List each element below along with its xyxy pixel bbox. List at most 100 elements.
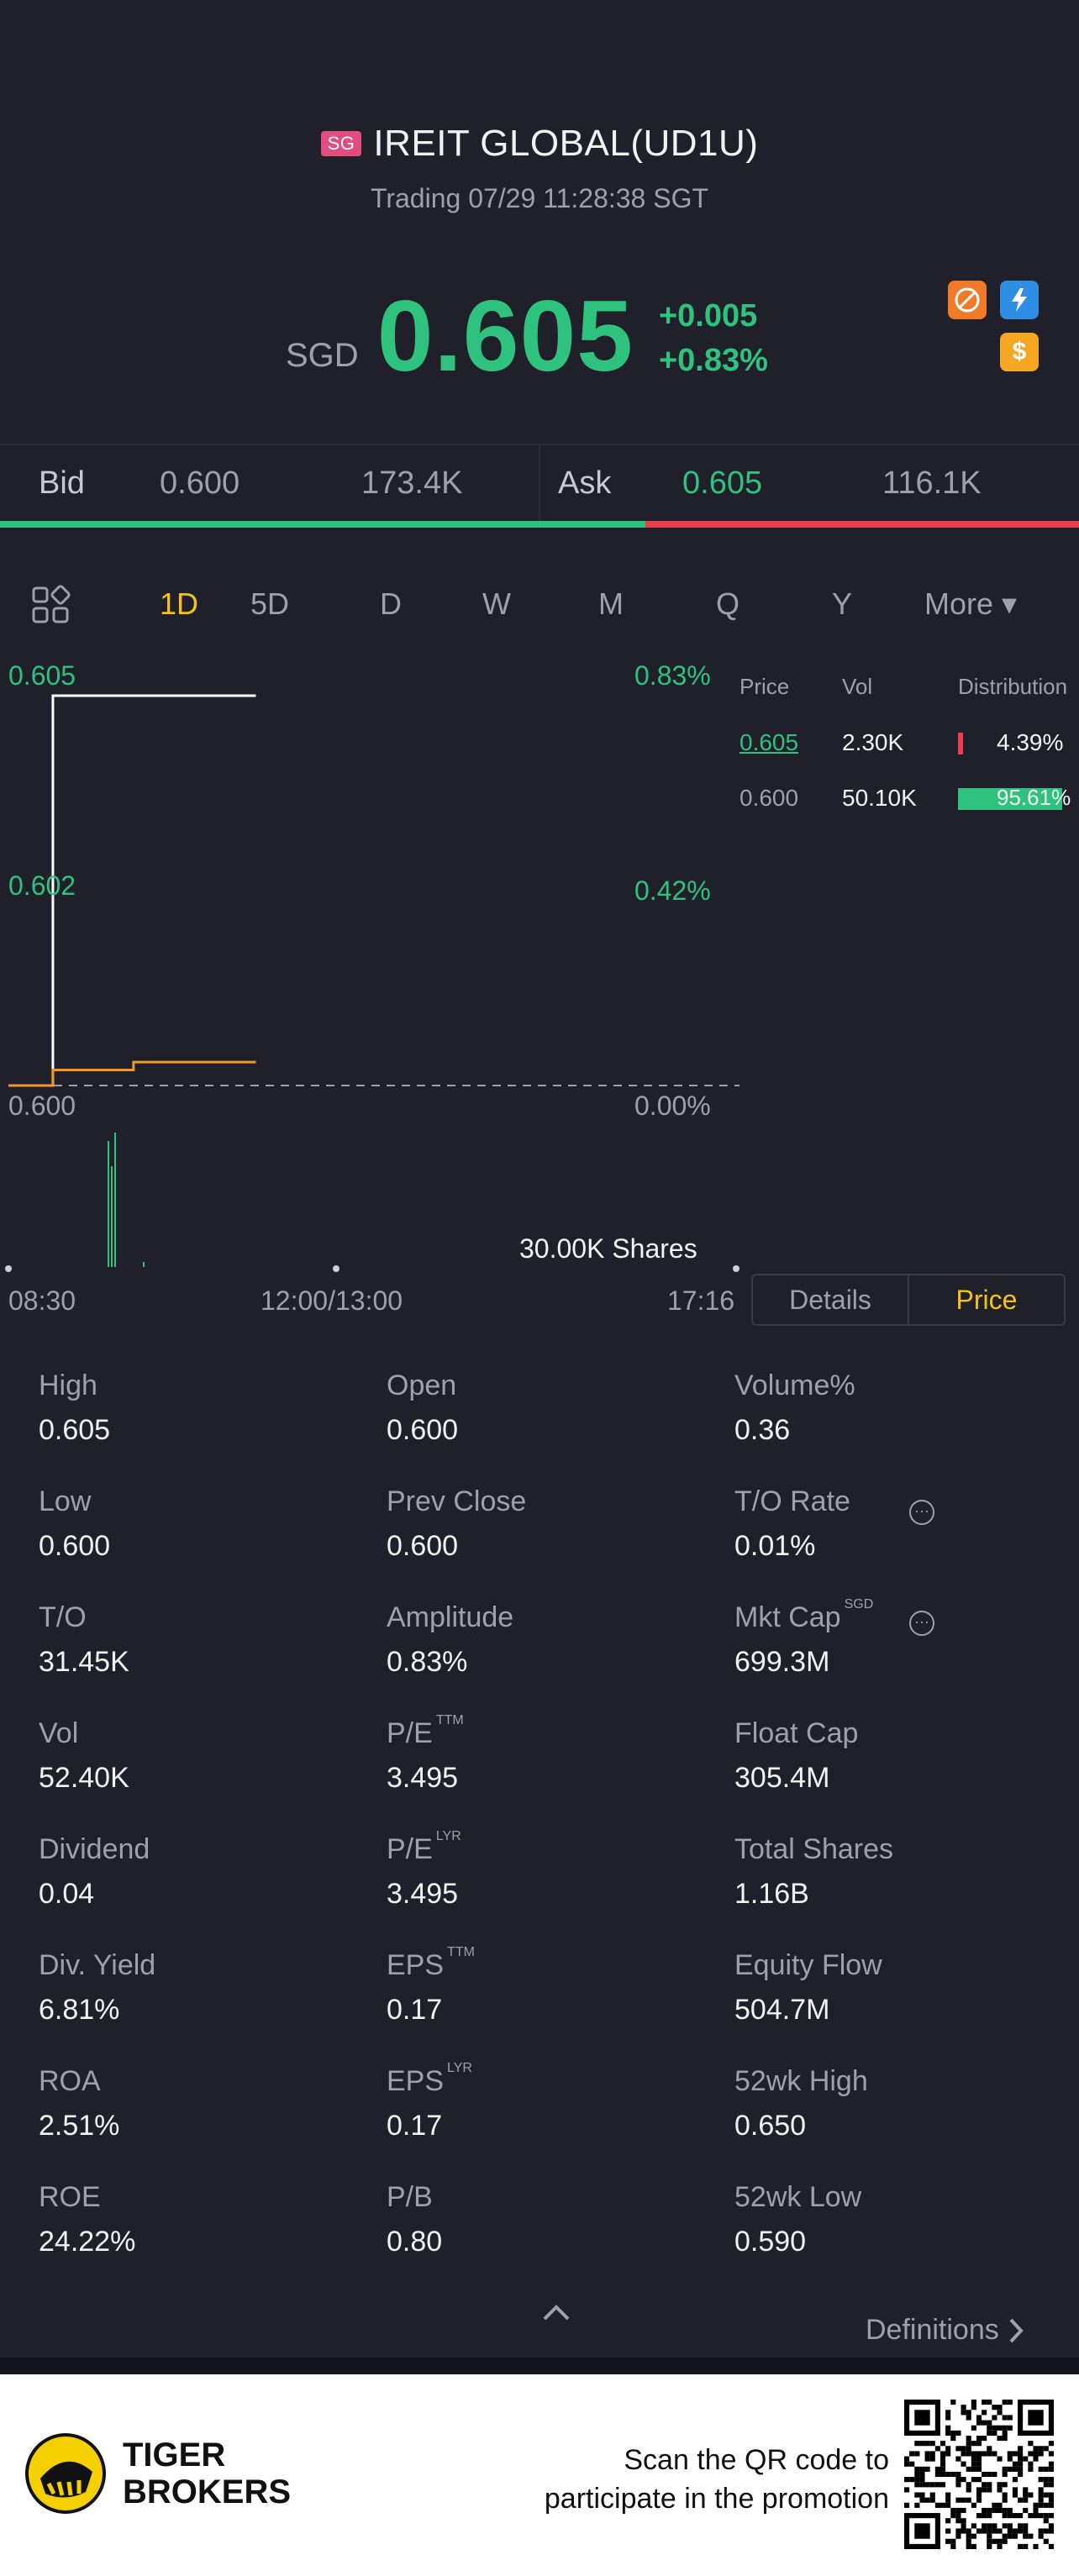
last-price: 0.605: [376, 280, 634, 392]
period-tabs: 1D 5D D W M Q Y More ▾: [0, 571, 1079, 639]
stat-open: Open 0.600: [387, 1369, 458, 1447]
stat-value: 1.16B: [734, 1878, 809, 1910]
dist-row-vol: 50.10K: [842, 785, 917, 811]
stat-value: 0.650: [734, 2110, 807, 2142]
stat-value: 0.600: [387, 1414, 459, 1446]
dist-row-bar: [958, 733, 963, 754]
layout-grid-icon[interactable]: [30, 585, 71, 633]
stat-label: Low: [39, 1485, 92, 1517]
dist-header-distribution: Distribution: [958, 674, 1068, 699]
stock-title: SG IREIT GLOBAL(UD1U): [320, 123, 759, 165]
dist-row-price[interactable]: 0.600: [740, 785, 799, 811]
dist-row-pct: 4.39%: [997, 729, 1064, 755]
stat-total-shares: Total Shares 1.16B: [734, 1833, 893, 1911]
x-axis-dot: [333, 1265, 339, 1272]
chevron-up-icon[interactable]: [541, 2302, 571, 2326]
tab-m[interactable]: M: [598, 586, 624, 621]
price-change: +0.005 +0.83%: [659, 294, 768, 383]
change-percent: +0.83%: [658, 342, 768, 378]
y-left-tick: 0.605: [8, 660, 76, 691]
stat-label: ROE: [39, 2181, 101, 2213]
stat-value: 6.81%: [39, 1994, 120, 2026]
ask-price: 0.605: [682, 465, 763, 501]
stat-volume: Volume% 0.36: [734, 1369, 855, 1447]
stat-mkt-cap-sgd: Mkt Cap SGD 699.3M: [734, 1597, 873, 1679]
definitions-link[interactable]: Definitions: [866, 2314, 1024, 2347]
intraday-chart[interactable]: 0.605 0.602 0.600 0.83% 0.42% 0.00% 30.0…: [0, 645, 1079, 1317]
stat-label: Amplitude: [387, 1601, 514, 1633]
x-tick: 17:16: [667, 1285, 735, 1316]
stat-roe: ROE 24.22%: [39, 2181, 135, 2258]
stat-prev-close: Prev Close 0.600: [387, 1485, 526, 1563]
stat-label: Open: [387, 1369, 457, 1401]
dist-row-price[interactable]: 0.605: [740, 729, 799, 755]
tab-1d[interactable]: 1D: [160, 586, 199, 621]
currency-label: SGD: [286, 337, 359, 374]
change-value: +0.005: [658, 297, 758, 334]
stat-label: Vol: [39, 1717, 79, 1749]
bid-size: 173.4K: [361, 465, 463, 501]
price-tab[interactable]: Price: [955, 1284, 1018, 1315]
footer-divider: [0, 2358, 1079, 2374]
promo-line-2: participate in the promotion: [544, 2482, 889, 2515]
stat-label: EPS: [387, 2065, 445, 2097]
ask-size: 116.1K: [882, 465, 982, 501]
tab-d[interactable]: D: [380, 586, 402, 621]
stat-p-e-ttm: P/E TTM 3.495: [387, 1713, 464, 1795]
details-tab[interactable]: Details: [753, 1275, 909, 1324]
no-short-icon[interactable]: [948, 281, 987, 319]
stat-label: EPS: [387, 1949, 445, 1981]
y-right-tick: 0.83%: [634, 660, 711, 691]
stat-value: 0.83%: [387, 1646, 468, 1678]
promo-text: Scan the QR code to participate in the p…: [545, 2442, 889, 2519]
stat-qualifier: LYR: [435, 1829, 461, 1843]
to-rate-info-icon[interactable]: ···: [909, 1500, 934, 1525]
stat-label: Float Cap: [734, 1717, 859, 1749]
qr-code-icon[interactable]: [904, 2400, 1054, 2549]
price-block: SGD 0.605 +0.005 +0.83%: [286, 286, 768, 386]
trading-status: Trading 07/29 11:28:38 SGT: [370, 183, 709, 213]
ask-label: Ask: [558, 465, 612, 501]
stat-qualifier: LYR: [447, 2061, 472, 2075]
stat-label: T/O: [39, 1601, 87, 1633]
stat-value: 0.590: [734, 2226, 807, 2258]
stat-eps-lyr: EPS LYR 0.17: [387, 2061, 472, 2142]
stat-label: T/O Rate: [734, 1485, 850, 1517]
stat-vol: Vol 52.40K: [39, 1717, 129, 1795]
stat-high: High 0.605: [39, 1369, 110, 1447]
stat-value: 0.01%: [734, 1530, 816, 1562]
tab-w[interactable]: W: [482, 586, 511, 621]
stat-label: Total Shares: [734, 1833, 893, 1865]
stat-label: Div. Yield: [39, 1949, 156, 1981]
dist-row-pct: 95.61%: [997, 785, 1071, 810]
tab-y[interactable]: Y: [832, 586, 853, 621]
stat-label: P/E: [387, 1833, 433, 1865]
tiger-logo-icon: [24, 2431, 108, 2520]
dist-header-price: Price: [740, 674, 790, 699]
x-axis-dot: [5, 1265, 12, 1272]
stat-div-yield: Div. Yield 6.81%: [39, 1949, 155, 2027]
tab-q[interactable]: Q: [716, 586, 740, 621]
stat-equity-flow: Equity Flow 504.7M: [734, 1949, 882, 2027]
stat-value: 699.3M: [734, 1646, 830, 1678]
stat-value: 0.600: [39, 1530, 111, 1562]
dist-row-vol: 2.30K: [842, 729, 904, 755]
stat-label: Volume%: [734, 1369, 855, 1401]
stat-value: 0.600: [387, 1530, 459, 1562]
stat-label: P/B: [387, 2181, 433, 2213]
stat-value: 24.22%: [39, 2226, 136, 2258]
dollar-icon[interactable]: $: [1000, 333, 1039, 371]
header: SG IREIT GLOBAL(UD1U) Trading 07/29 11:2…: [0, 123, 1079, 214]
tab-more[interactable]: More ▾: [924, 586, 1018, 621]
y-right-tick: 0.42%: [634, 875, 711, 906]
brand-line-2: BROKERS: [123, 2473, 292, 2510]
stat-value: 504.7M: [734, 1994, 830, 2026]
orderbook-divider: [539, 445, 540, 523]
stat-label: Equity Flow: [734, 1949, 882, 1981]
tab-5d[interactable]: 5D: [250, 586, 290, 621]
y-right-tick: 0.00%: [634, 1091, 711, 1121]
dist-row-bar: [958, 788, 1063, 810]
mkt-cap-info-icon[interactable]: ···: [909, 1611, 934, 1636]
lightning-icon[interactable]: [1000, 281, 1039, 319]
brand-line-1: TIGER: [123, 2437, 226, 2473]
